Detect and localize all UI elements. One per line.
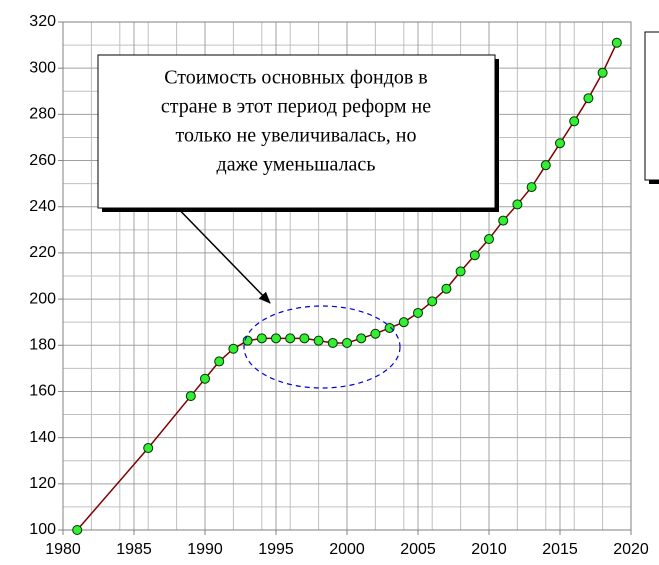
y-tick-label: 180: [29, 336, 56, 353]
marker: [143, 443, 154, 454]
annotation-line: стране в этот период реформ не: [161, 96, 431, 118]
marker: [455, 266, 466, 277]
legend-box: [644, 31, 659, 181]
marker: [555, 138, 565, 149]
annotation-line: только не увеличивалась, но: [175, 125, 416, 147]
marker: [569, 116, 580, 127]
x-tick-label: 2005: [400, 541, 436, 558]
marker: [299, 333, 310, 344]
marker: [583, 93, 594, 104]
marker: [242, 335, 253, 346]
marker: [285, 333, 296, 344]
x-tick-label: 2010: [471, 541, 507, 558]
y-tick-label: 220: [29, 244, 56, 261]
x-tick-label: 2015: [542, 541, 578, 558]
annotation: Стоимость основных фондов в стране в этот…: [161, 67, 431, 176]
x-tick-label: 1990: [187, 541, 223, 558]
marker: [256, 333, 267, 344]
marker: [427, 296, 438, 307]
y-tick-label: 240: [29, 198, 56, 215]
y-tick-label: 140: [29, 429, 56, 446]
arrow: [164, 194, 271, 304]
marker: [597, 67, 608, 78]
marker: [271, 333, 281, 344]
marker: [214, 356, 225, 367]
y-tick-label: 300: [29, 59, 56, 76]
marker: [370, 328, 381, 339]
y-tick-label: 200: [29, 290, 56, 307]
marker: [200, 373, 210, 384]
annotation-line: Стоимость основных фондов в: [164, 67, 428, 89]
plot-border: [62, 21, 632, 531]
y-tick-label: 160: [29, 383, 56, 400]
y-tick-label: 280: [29, 106, 56, 123]
marker: [413, 307, 423, 318]
x-tick-label: 1995: [258, 541, 294, 558]
y-tick-label: 260: [29, 152, 56, 169]
marker: [384, 322, 395, 333]
marker: [512, 199, 523, 210]
marker: [313, 335, 324, 346]
callout-box: [97, 54, 496, 209]
highlight-ellipse: [243, 305, 401, 389]
x-tick-label: 2000: [329, 541, 365, 558]
x-tick-label: 1980: [45, 541, 81, 558]
marker: [540, 160, 551, 171]
x-tick-label: 2020: [613, 541, 649, 558]
marker: [484, 234, 494, 245]
marker: [356, 333, 367, 344]
marker: [469, 250, 480, 261]
marker: [342, 337, 352, 348]
y-tick-label: 320: [29, 13, 56, 30]
marker: [185, 391, 196, 402]
marker: [228, 343, 239, 354]
marker: [327, 337, 338, 348]
plot: [72, 37, 622, 535]
marker: [526, 182, 537, 193]
marker: [611, 37, 622, 48]
annotation-line: даже уменьшалась: [217, 154, 376, 176]
marker: [441, 283, 452, 294]
y-tick-label: 100: [29, 521, 56, 538]
marker: [498, 215, 509, 226]
marker: [72, 525, 83, 535]
x-tick-label: 1985: [116, 541, 152, 558]
marker: [398, 317, 409, 328]
y-tick-label: 120: [29, 475, 56, 492]
